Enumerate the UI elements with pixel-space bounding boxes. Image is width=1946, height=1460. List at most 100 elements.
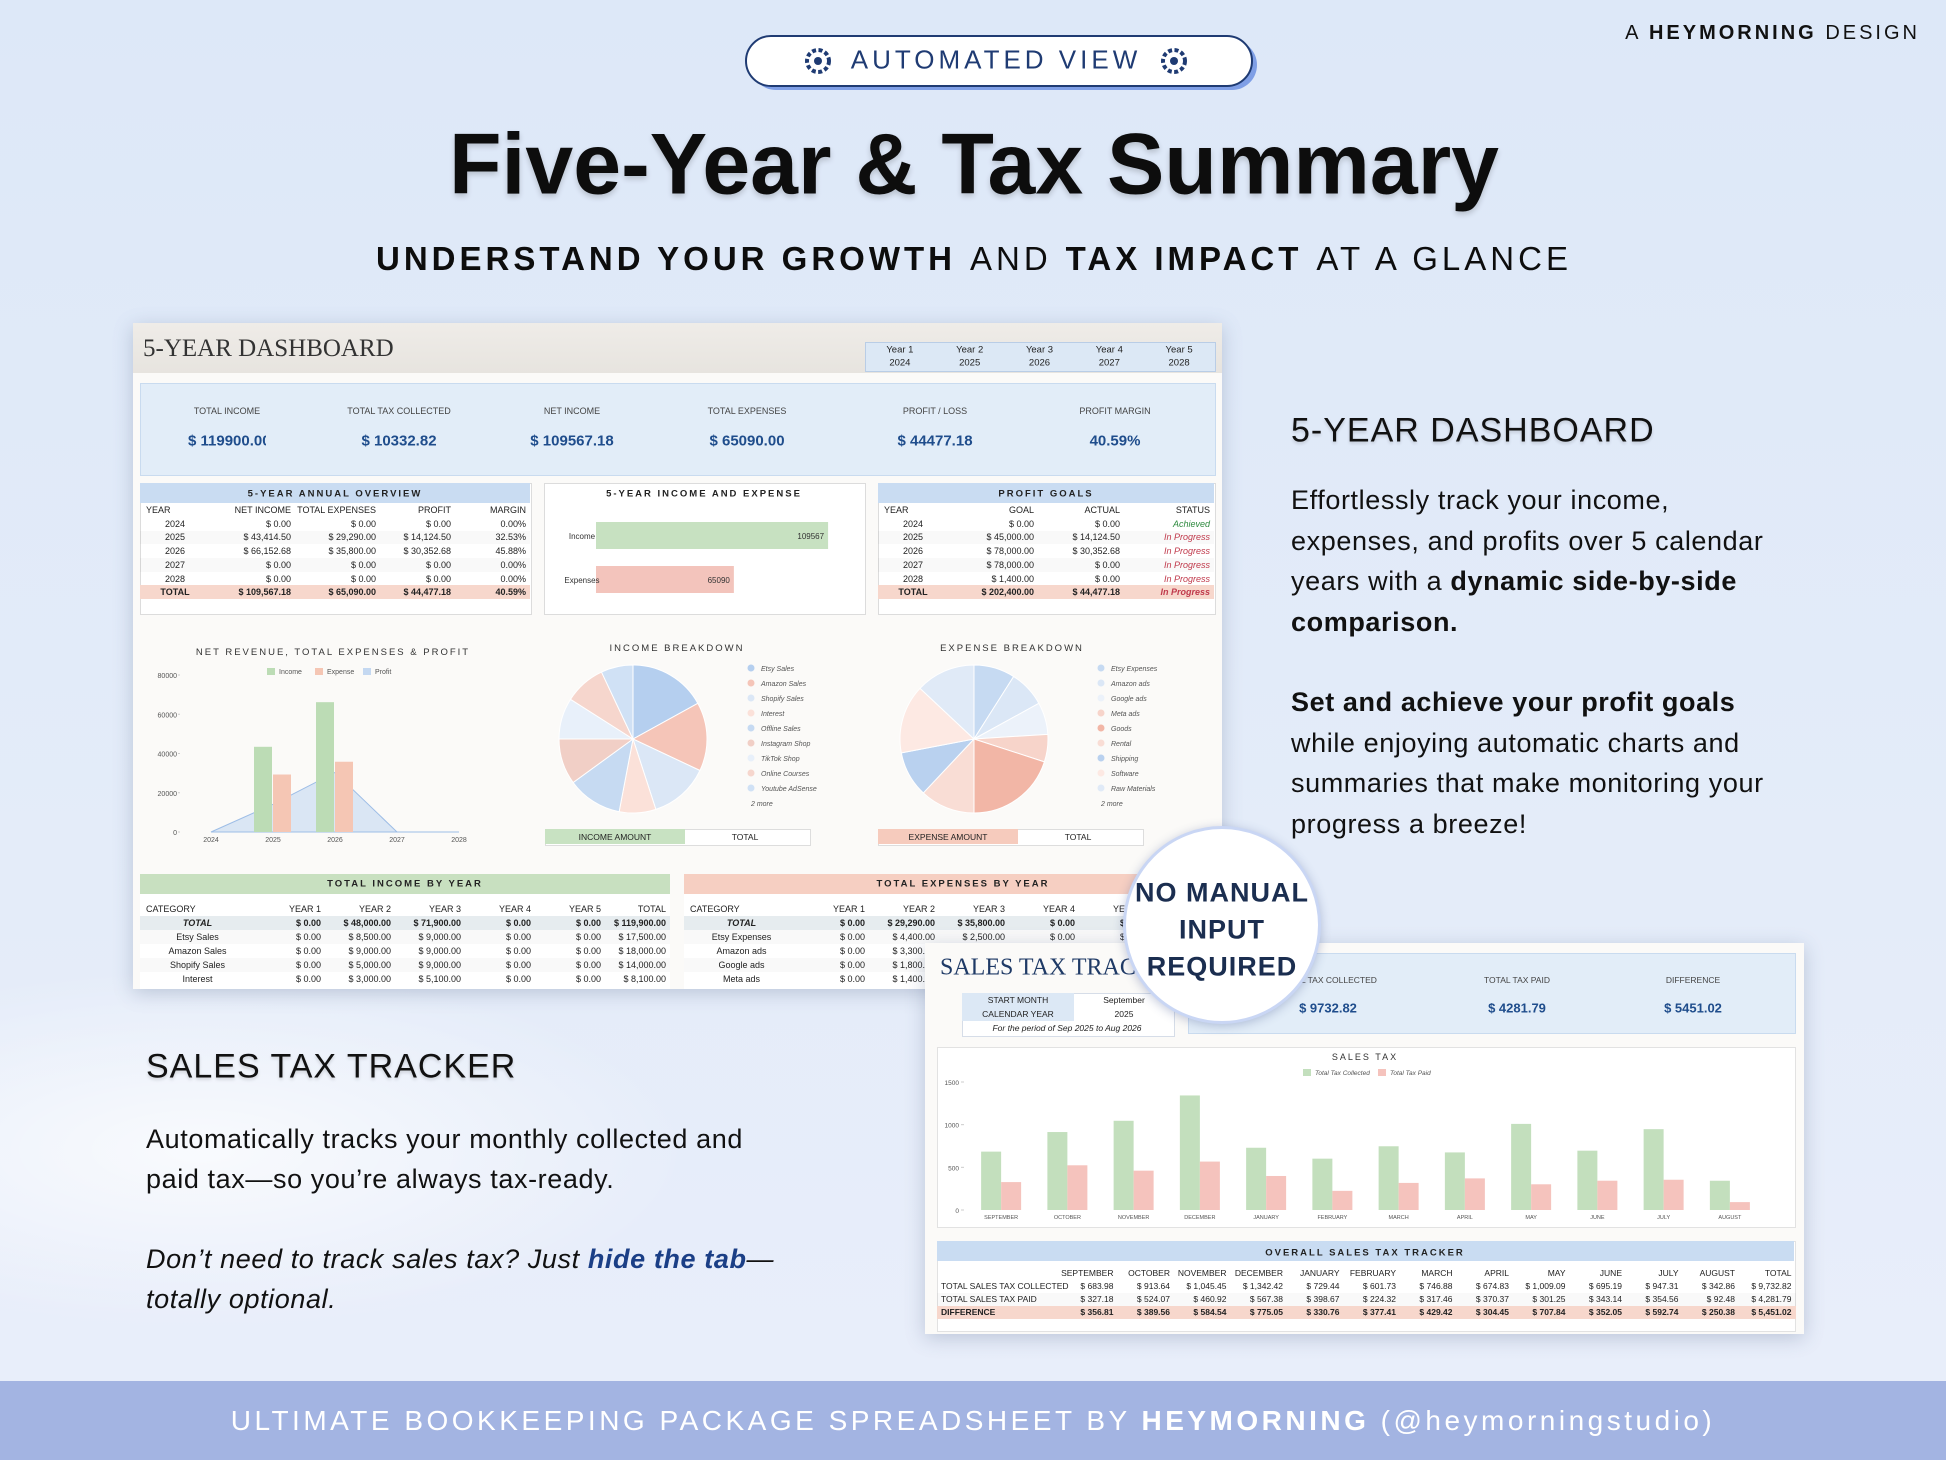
control-label-bg [878,829,1018,844]
table-cell: TOTAL [898,587,928,598]
table-cell: 45.88% [495,546,526,557]
kpi-value: $ 119900.00 [188,432,266,450]
table-cell: Amazon Sales [168,946,227,956]
table-cell: $ 0.00 [425,573,451,584]
table-cell: In Progress [1163,559,1210,570]
table-header: YEAR 4 [1042,904,1075,914]
table-cell: $ 1,800.00 [892,960,935,970]
bar [1531,1184,1552,1210]
table-header: OCTOBER [1128,1268,1170,1278]
table-cell: $ 78,000.00 [986,546,1034,557]
legend-dot [747,739,755,747]
table-cell: $ 3,300.00 [892,946,935,956]
x-tick-label: SEPTEMBER [984,1215,1018,1221]
y-tick-label: 20000 [158,791,178,798]
bar [1729,1202,1750,1210]
bar [1444,1152,1465,1210]
period: For the period of Sep 2025 to Aug 2026 [992,1023,1142,1033]
total-row [140,916,670,930]
text-segment: dynamic side-by-side comparison. [1291,566,1737,637]
table-cell: $ 0.00 [575,932,601,942]
kpi-label: PROFIT MARGIN [1079,406,1151,416]
table-cell: $ 119,900.00 [613,918,666,928]
year-value: 2024 [889,357,911,369]
table-cell: 2027 [902,559,924,570]
table-cell: $ 30,352.68 [1072,546,1120,557]
table-cell: $ 1,400.00 [892,974,935,984]
y-tick-label: 0 [173,830,177,837]
table-cell: $ 1,045.45 [1186,1281,1227,1291]
brand-suffix: DESIGN [1825,22,1920,44]
bar [1199,1161,1220,1210]
table-cell: $ 29,290.00 [328,532,376,543]
x-tick-label: JANUARY [1253,1215,1279,1221]
bar [1378,1146,1399,1210]
table-cell: 2025 [902,532,924,543]
table-cell: TOTAL [182,918,213,928]
x-tick-label: AUGUST [1718,1215,1742,1221]
table-cell: $ 330.76 [1306,1307,1340,1317]
legend-label: Total Tax Paid [1390,1070,1431,1077]
x-tick-label: APRIL [1457,1215,1473,1221]
pie-slice [899,687,976,754]
table-header: FEBRUARY [1349,1268,1396,1278]
bar [1332,1190,1353,1210]
badge-icons [805,48,1187,74]
y-tick-label: 80000 [158,673,178,680]
table-cell: $ 729.44 [1306,1281,1340,1291]
table-header: JULY [1658,1268,1679,1278]
table-cell: $ 0.00 [1049,918,1075,928]
paragraph: Set and achieve your profit goals while … [1291,682,1801,844]
table-cell: TOTAL [160,587,190,598]
legend-more: 2 more [750,801,773,808]
table-cell: $ 356.81 [1080,1307,1114,1317]
table-cell: 2025 [164,532,186,543]
kpi-label: TOTAL INCOME [193,406,261,416]
table-cell: Meta ads [722,974,761,984]
table-cell: $ 0.00 [1008,518,1034,529]
table-cell: $ 0.00 [350,573,376,584]
text-segment: —totally optional. [146,1244,775,1314]
bar [596,522,829,549]
legend-dot [747,664,755,672]
income-table-title-bar [140,874,670,894]
table-title-bar [937,1241,1794,1261]
panel-title-bar [878,483,1214,503]
table-cell: $ 29,290.00 [887,918,935,928]
pie-slice [919,664,975,741]
legend-dot [747,784,755,792]
kpi-value: $ 44477.18 [897,432,973,450]
table-cell: Amazon ads [716,946,767,956]
year-label: Year 2 [956,344,984,356]
legend-dot [747,679,755,687]
table-cell: $ 0.00 [425,559,451,570]
setting-label: CALENDAR YEAR [982,1009,1054,1019]
x-tick-label: 2025 [265,837,281,844]
table-cell: $ 683.98 [1080,1281,1114,1291]
table-cell: 2028 [164,573,186,584]
table-cell: $ 0.00 [295,946,321,956]
table-header: DECEMBER [1234,1268,1283,1278]
legend-dot [1097,769,1105,777]
stamp [1123,826,1321,1024]
table-header: AUGUST [1699,1268,1735,1278]
pie-slice [600,664,634,740]
legend-label: Goods [1111,726,1132,733]
table-cell: $ 109,567.18 [238,587,291,598]
table-cell: $ 0.00 [505,932,531,942]
table-cell: $ 0.00 [575,974,601,984]
legend-dot [1097,724,1105,732]
table-header: YEAR 4 [498,904,531,914]
table-cell: $ 0.00 [575,960,601,970]
table-cell: Etsy Sales [176,932,219,942]
legend-label: Instagram Shop [761,741,811,748]
paragraph: Automatically tracks your monthly collec… [146,1119,786,1199]
subtitle-part: TAX IMPACT [1065,240,1303,277]
legend-dot [747,754,755,762]
table-cell: $ 775.05 [1249,1307,1283,1317]
bar [1133,1170,1154,1210]
legend-label: TikTok Shop [761,756,800,763]
gear-icon [805,48,831,74]
bar [1179,1095,1200,1210]
stamp-line: REQUIRED [1146,951,1298,982]
